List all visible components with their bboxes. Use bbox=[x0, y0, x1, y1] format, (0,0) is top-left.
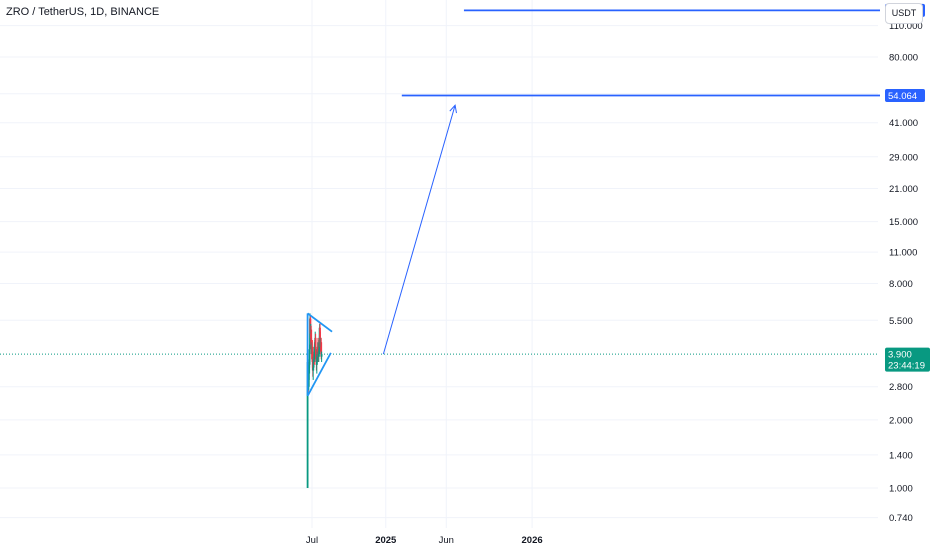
price-axis-label: 8.000 bbox=[889, 279, 913, 290]
candle-body bbox=[311, 346, 314, 362]
bar-countdown: 23:44:19 bbox=[888, 361, 925, 372]
symbol-title: ZRO / TetherUS, 1D, BINANCE bbox=[6, 6, 160, 18]
target-price-label: 54.064 bbox=[888, 91, 917, 102]
candle-body bbox=[318, 342, 321, 355]
currency-button[interactable]: USDT bbox=[885, 3, 923, 24]
candle-body bbox=[310, 329, 313, 345]
price-axis-label: 2.000 bbox=[889, 415, 913, 426]
candle-body bbox=[314, 337, 317, 350]
price-axis-label: 0.740 bbox=[889, 513, 913, 524]
candle-body bbox=[306, 361, 309, 488]
time-axis-label: Jun bbox=[439, 535, 454, 546]
candle-body bbox=[308, 349, 311, 365]
price-axis-label: 29.000 bbox=[889, 152, 918, 163]
candle-body bbox=[313, 344, 316, 360]
price-axis-label: 80.000 bbox=[889, 52, 918, 63]
projection-arrow-line bbox=[382, 105, 456, 355]
price-axis-label: 1.000 bbox=[889, 484, 913, 495]
candle-body bbox=[320, 342, 323, 357]
current-price-value: 3.900 bbox=[888, 350, 912, 361]
price-axis-label: 2.800 bbox=[889, 382, 913, 393]
time-axis-label: Jul bbox=[306, 535, 318, 546]
triangle-lower-line bbox=[306, 352, 332, 397]
price-axis-label: 41.000 bbox=[889, 118, 918, 129]
triangle-upper-line bbox=[307, 312, 333, 333]
candle-body bbox=[312, 356, 315, 368]
price-axis-label: 5.500 bbox=[889, 316, 913, 327]
price-axis-label: 15.000 bbox=[889, 217, 918, 228]
time-axis-label: 2025 bbox=[375, 535, 397, 546]
price-axis-label: 150.000 bbox=[889, 0, 923, 2]
current-price-label-bg bbox=[885, 347, 930, 372]
price-axis-label: 110.000 bbox=[889, 21, 923, 32]
candle-body bbox=[307, 373, 310, 387]
price-axis-label: 11.000 bbox=[889, 248, 917, 259]
time-axis-label: 2026 bbox=[522, 535, 543, 546]
price-axis-label: 21.000 bbox=[889, 184, 918, 195]
price-axis-label: 1.400 bbox=[889, 450, 913, 461]
candle-body bbox=[320, 354, 323, 357]
candle-body bbox=[308, 364, 311, 374]
projection-arrow-head bbox=[449, 104, 457, 114]
target-price-label-bg bbox=[885, 88, 925, 102]
